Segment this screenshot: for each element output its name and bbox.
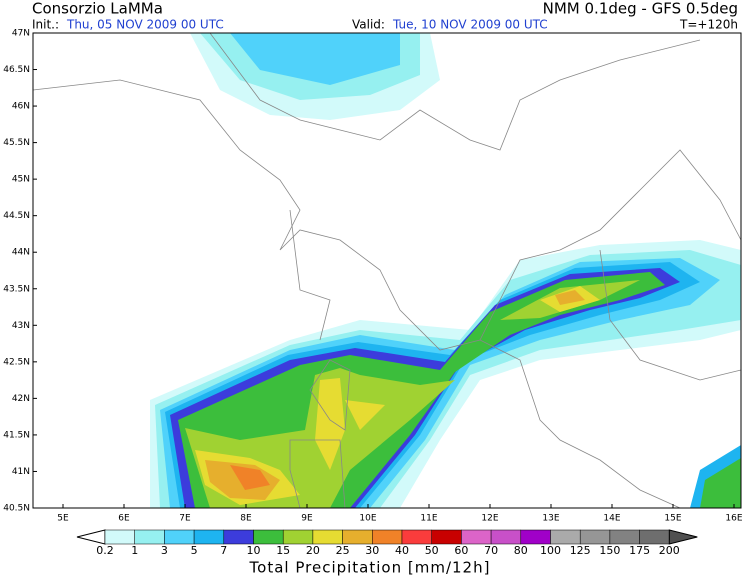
lat-label: 42.5N xyxy=(3,357,30,367)
colorbar-segment xyxy=(312,529,343,545)
colorbar-segment xyxy=(372,529,403,545)
colorbar-left-arrow xyxy=(76,529,106,545)
colorbar-segment xyxy=(342,529,373,545)
lat-label: 45.5N xyxy=(3,138,30,148)
colorbar-segment xyxy=(609,529,640,545)
colorbar-segment xyxy=(520,529,551,545)
lon-label: 16E xyxy=(725,514,742,524)
lon-label: 10E xyxy=(359,514,376,524)
colorbar-label: 50 xyxy=(425,544,439,557)
lon-label: 15E xyxy=(664,514,681,524)
colorbar-label: 3 xyxy=(161,544,168,557)
colorbar-segment xyxy=(282,529,314,545)
lon-label: 11E xyxy=(420,514,437,524)
lon-label: 14E xyxy=(603,514,620,524)
colorbar-label: 7 xyxy=(220,544,227,557)
lat-label: 41.5N xyxy=(3,430,30,440)
colorbar: 0.2 1 3 5 7 10 15 20 25 30 40 50 60 70 80 100 125 150 175 2… xyxy=(76,529,698,557)
map-area xyxy=(32,32,742,509)
lat-label: 45N xyxy=(12,175,30,185)
valid-label: Valid: xyxy=(352,18,385,32)
colorbar-label: 40 xyxy=(395,544,409,557)
borders xyxy=(32,32,742,509)
colorbar-segment xyxy=(550,529,581,545)
lat-label: 41N xyxy=(12,467,30,477)
valid-time: Tue, 10 NOV 2009 00 UTC xyxy=(392,18,548,32)
lon-label: 5E xyxy=(57,514,69,524)
precip-field xyxy=(150,33,741,508)
colorbar-right-arrow xyxy=(668,529,698,545)
colorbar-segment xyxy=(401,529,432,545)
colorbar-segment xyxy=(639,529,670,545)
colorbar-label: 200 xyxy=(659,544,680,557)
colorbar-label: 150 xyxy=(599,544,620,557)
lat-label: 44N xyxy=(12,248,30,258)
colorbar-segment xyxy=(193,529,225,545)
colorbar-label: 175 xyxy=(629,544,650,557)
org: Consorzio LaMMa xyxy=(32,0,163,18)
lon-label: 9E xyxy=(301,514,313,524)
colorbar-label: 15 xyxy=(276,544,290,557)
colorbar-label: 20 xyxy=(306,544,320,557)
colorbar-segment xyxy=(134,529,165,545)
lat-label: 47N xyxy=(12,28,30,38)
init-time: Thu, 05 NOV 2009 00 UTC xyxy=(66,18,224,32)
colorbar-title: Total Precipitation [mm/12h] xyxy=(249,559,491,577)
colorbar-label: 80 xyxy=(514,544,528,557)
colorbar-segment xyxy=(461,529,492,545)
init-label: Init.: xyxy=(32,18,59,32)
colorbar-label: 10 xyxy=(247,544,261,557)
lat-label: 40.5N xyxy=(3,504,30,514)
lon-label: 12E xyxy=(481,514,498,524)
colorbar-label: 60 xyxy=(454,544,468,557)
colorbar-label: 30 xyxy=(365,544,379,557)
lon-label: 7E xyxy=(179,514,191,524)
lat-label: 42N xyxy=(12,394,30,404)
colorbar-label: 70 xyxy=(484,544,498,557)
colorbar-label: 5 xyxy=(191,544,198,557)
model: NMM 0.1deg - GFS 0.5deg xyxy=(543,0,738,18)
colorbar-segment xyxy=(490,529,522,545)
map-frame xyxy=(32,32,742,509)
colorbar-label: 1 xyxy=(131,544,138,557)
colorbar-segment xyxy=(431,529,462,545)
lon-label: 13E xyxy=(542,514,559,524)
colorbar-label: 25 xyxy=(336,544,350,557)
colorbar-segment xyxy=(104,529,135,545)
lat-label: 43.5N xyxy=(3,284,30,294)
lon-label: 8E xyxy=(240,514,252,524)
colorbar-segment xyxy=(579,529,611,545)
colorbar-segment xyxy=(164,529,195,545)
lead-time: T=+120h xyxy=(679,18,738,32)
colorbar-segment xyxy=(223,529,254,545)
lat-label: 46.5N xyxy=(3,65,30,75)
lon-axis: 5E 6E 7E 8E 9E 10E 11E 12E 13E 14E 15E 16E xyxy=(57,504,743,524)
colorbar-segment xyxy=(253,529,284,545)
colorbar-label: 100 xyxy=(540,544,561,557)
lat-axis: 40.5N 41N 41.5N 42N 42.5N 43N 43.5N 44N 44.5N 45N… xyxy=(3,28,37,514)
lon-label: 6E xyxy=(118,514,130,524)
colorbar-label: 125 xyxy=(570,544,591,557)
colorbar-label: 0.2 xyxy=(96,544,114,557)
lat-label: 43N xyxy=(12,321,30,331)
lat-label: 46N xyxy=(12,102,30,112)
lat-label: 44.5N xyxy=(3,211,30,221)
